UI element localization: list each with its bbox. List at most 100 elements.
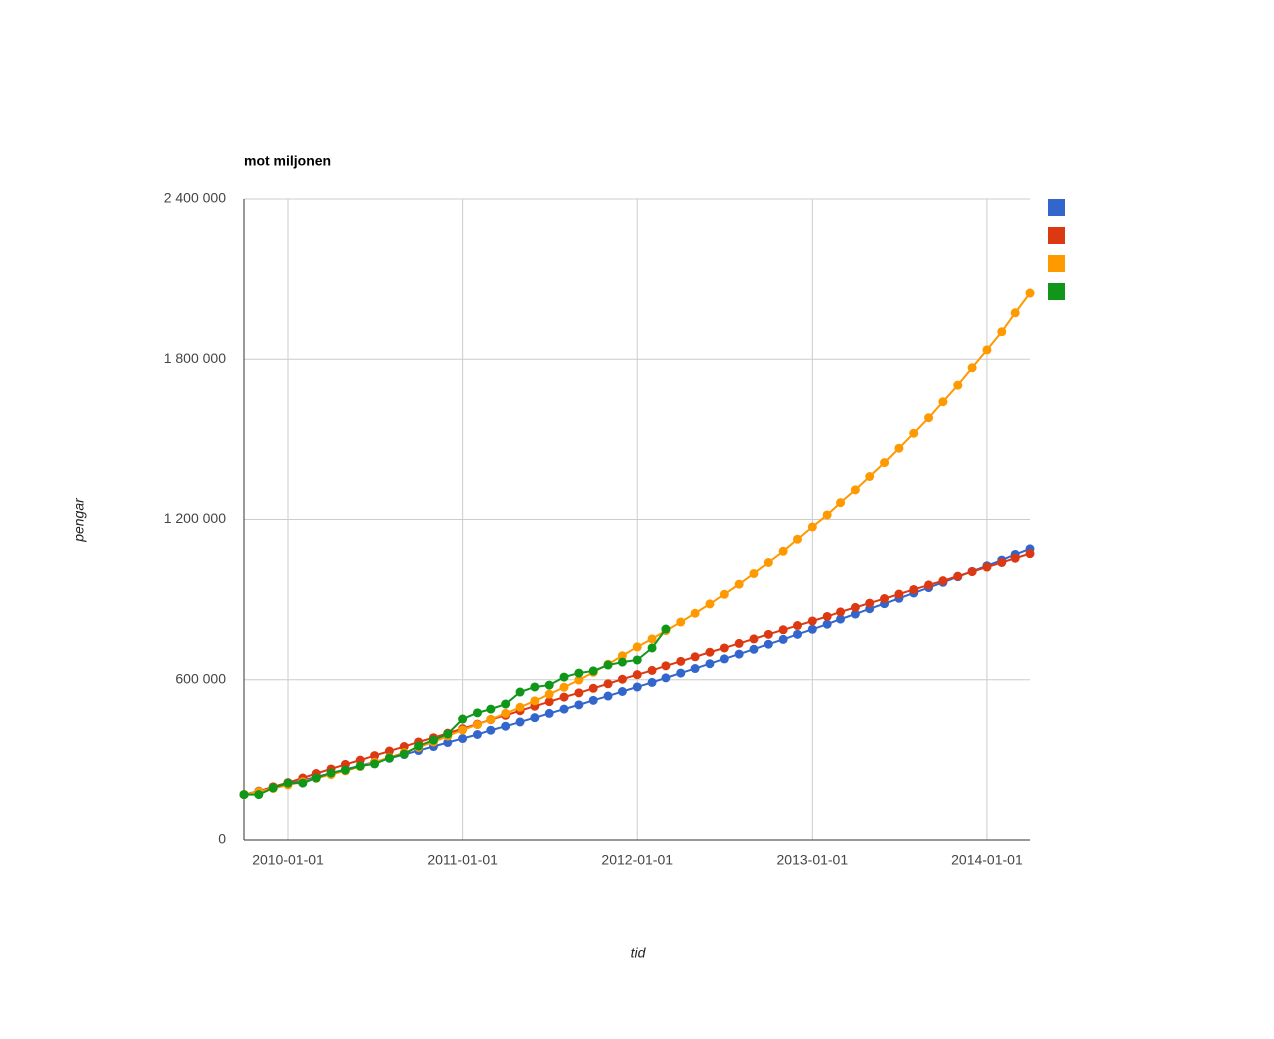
data-point	[997, 327, 1007, 337]
data-point	[443, 738, 453, 748]
data-point	[676, 668, 686, 678]
data-point	[486, 714, 496, 724]
data-point	[617, 674, 627, 684]
data-point	[574, 675, 584, 685]
data-point	[894, 443, 904, 453]
data-point	[428, 735, 438, 745]
data-point	[588, 695, 598, 705]
data-point	[603, 691, 613, 701]
series-line	[244, 628, 667, 796]
data-point	[953, 571, 963, 581]
chart-title: mot miljonen	[244, 153, 331, 169]
data-point	[778, 634, 788, 644]
data-point	[486, 725, 496, 735]
data-point	[515, 717, 525, 727]
data-point	[705, 659, 715, 669]
data-point	[909, 428, 919, 438]
data-point	[793, 534, 803, 544]
x-tick-label: 2014-01-01	[951, 852, 1023, 868]
y-tick-label: 0	[218, 831, 226, 847]
data-point	[1010, 553, 1020, 563]
data-point	[763, 639, 773, 649]
data-point	[1010, 308, 1020, 318]
data-point	[458, 734, 468, 744]
data-point	[458, 714, 468, 724]
data-point	[690, 652, 700, 662]
data-point	[967, 567, 977, 577]
data-point	[515, 702, 525, 712]
data-point	[778, 625, 788, 635]
legend-swatch	[1048, 199, 1065, 216]
data-point	[399, 749, 409, 759]
data-point	[559, 682, 569, 692]
data-point	[544, 689, 554, 699]
data-point	[690, 664, 700, 674]
data-point	[880, 458, 890, 468]
data-point	[414, 741, 424, 751]
data-point	[924, 580, 934, 590]
data-point	[734, 638, 744, 648]
data-point	[501, 708, 511, 718]
data-point	[443, 729, 453, 739]
data-point	[355, 761, 365, 771]
data-point	[530, 682, 540, 692]
data-point	[647, 665, 657, 675]
data-point	[603, 679, 613, 689]
data-point	[617, 687, 627, 697]
data-point	[778, 546, 788, 556]
data-point	[311, 773, 321, 783]
data-point	[340, 765, 350, 775]
x-tick-label: 2012-01-01	[601, 852, 673, 868]
data-point	[647, 634, 657, 644]
data-point	[807, 624, 817, 634]
data-point	[501, 721, 511, 731]
data-point	[617, 657, 627, 667]
data-point	[1025, 549, 1035, 559]
data-point	[661, 624, 671, 634]
data-point	[734, 649, 744, 659]
data-point	[588, 666, 598, 676]
data-point	[676, 656, 686, 666]
y-tick-label: 1 200 000	[164, 510, 226, 526]
data-point	[749, 644, 759, 654]
data-point	[793, 629, 803, 639]
data-point	[967, 363, 977, 373]
x-axis-title: tid	[631, 945, 647, 961]
data-point	[705, 599, 715, 609]
data-point	[836, 498, 846, 508]
data-point	[384, 753, 394, 763]
data-point	[647, 677, 657, 687]
data-point	[836, 607, 846, 617]
data-point	[559, 704, 569, 714]
legend-swatch	[1048, 227, 1065, 244]
data-point	[894, 589, 904, 599]
y-tick-label: 1 800 000	[164, 350, 226, 366]
x-tick-label: 2010-01-01	[252, 852, 324, 868]
data-point	[793, 621, 803, 631]
data-point	[458, 725, 468, 735]
data-point	[690, 608, 700, 618]
data-point	[880, 594, 890, 604]
data-point	[705, 647, 715, 657]
x-tick-label: 2011-01-01	[427, 852, 498, 868]
data-point	[719, 643, 729, 653]
data-point	[763, 629, 773, 639]
data-point	[268, 783, 278, 793]
data-point	[501, 699, 511, 709]
data-point	[239, 790, 249, 800]
data-point	[953, 380, 963, 390]
data-point	[574, 688, 584, 698]
data-point	[865, 598, 875, 608]
data-point	[982, 345, 992, 355]
data-point	[719, 654, 729, 664]
data-point	[938, 576, 948, 586]
data-point	[603, 660, 613, 670]
x-tick-label: 2013-01-01	[777, 852, 849, 868]
y-tick-label: 2 400 000	[164, 190, 226, 206]
legend-swatch	[1048, 255, 1065, 272]
data-point	[749, 634, 759, 644]
data-point	[850, 485, 860, 495]
data-point	[486, 704, 496, 714]
data-point	[559, 672, 569, 682]
data-point	[298, 778, 308, 788]
